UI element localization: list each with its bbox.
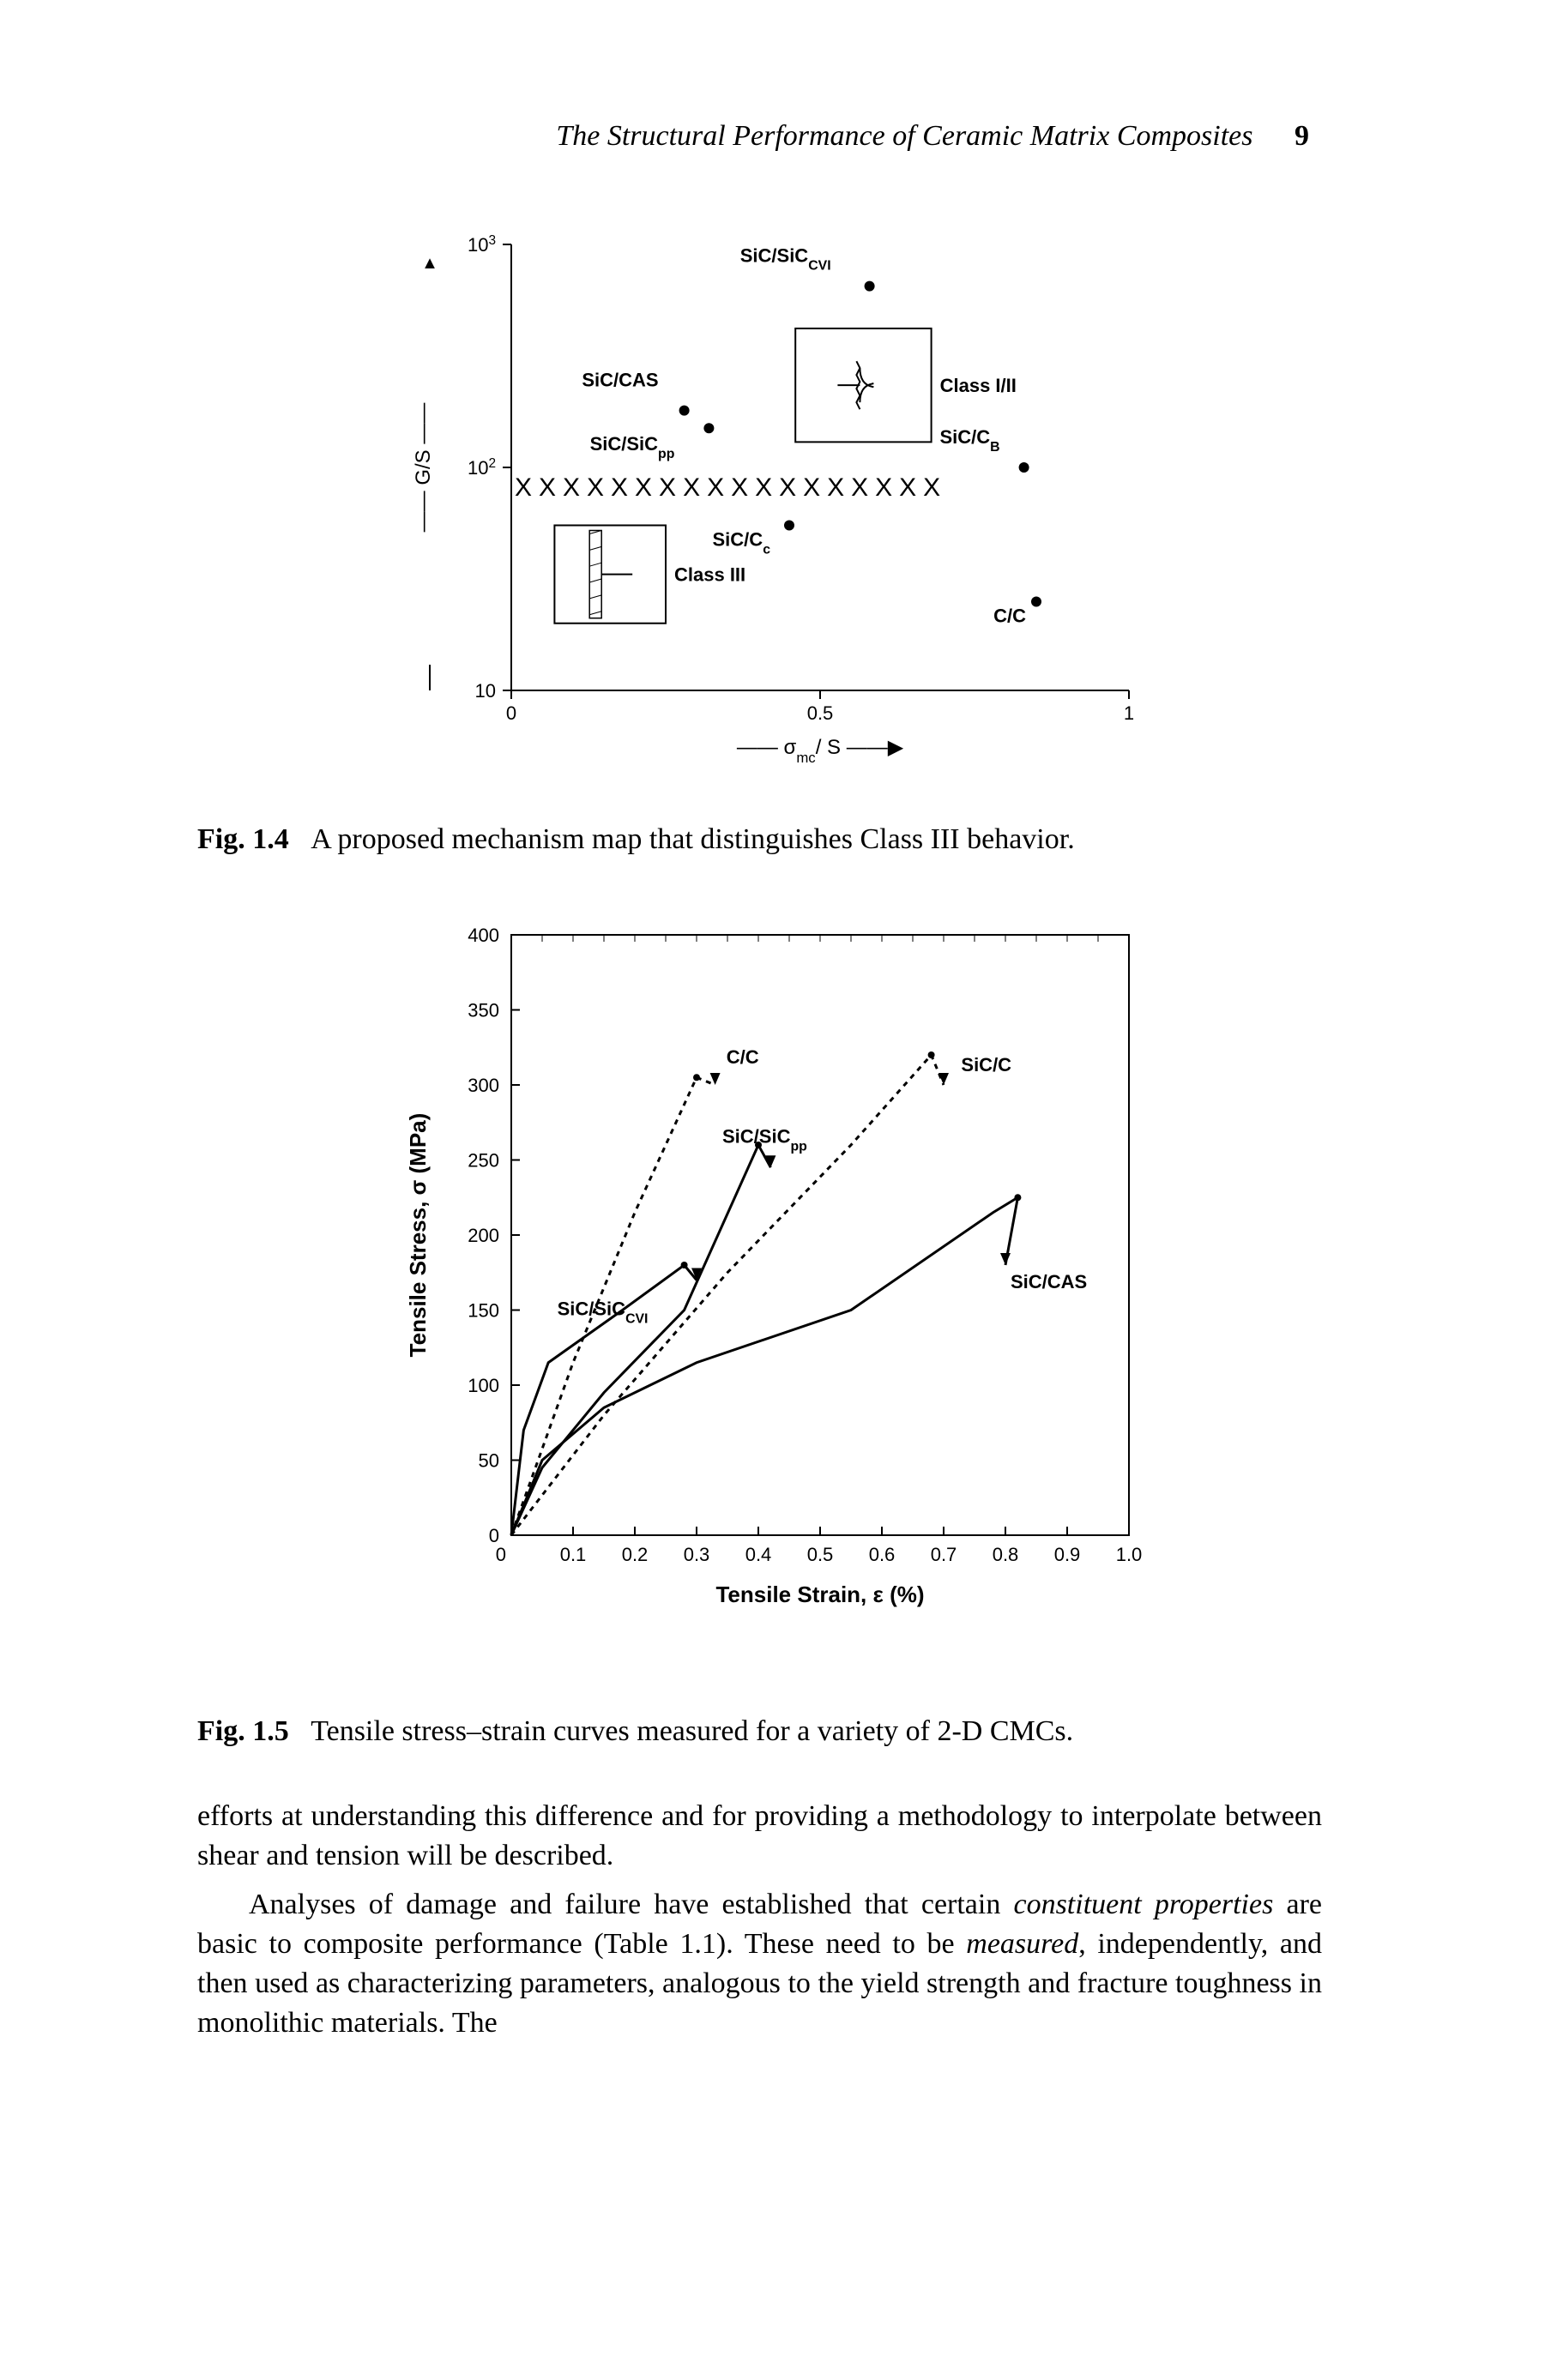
svg-text:Class III: Class III: [674, 564, 745, 586]
body-paragraph-1: efforts at understanding this difference…: [197, 1797, 1322, 1876]
svg-text:0.1: 0.1: [559, 1544, 586, 1565]
svg-text:SiC/SiCpp: SiC/SiCpp: [589, 433, 674, 461]
body-p2-em1: constituent properties: [1013, 1889, 1273, 1920]
svg-text:Class I/II: Class I/II: [939, 375, 1016, 396]
svg-text:0.3: 0.3: [683, 1544, 709, 1565]
svg-text:—— G/S ——: —— G/S ——: [412, 403, 435, 533]
svg-text:SiC/C: SiC/C: [961, 1054, 1011, 1076]
svg-text:10: 10: [474, 680, 495, 702]
body-p2-em2: measured: [966, 1928, 1078, 1960]
running-title: The Structural Performance of Ceramic Ma…: [556, 120, 1252, 152]
svg-text:C/C: C/C: [993, 606, 1026, 627]
svg-text:0.5: 0.5: [806, 1544, 833, 1565]
body-p1-text: efforts at understanding this difference…: [197, 1800, 1322, 1871]
svg-text:50: 50: [478, 1450, 498, 1472]
svg-text:SiC/Cc: SiC/Cc: [712, 529, 770, 557]
svg-text:SiC/CAS: SiC/CAS: [582, 370, 658, 391]
svg-text:103: 103: [467, 233, 495, 256]
figure-1-4-label: Fig. 1.4: [197, 823, 289, 855]
svg-text:Tensile Strain, ε (%): Tensile Strain, ε (%): [715, 1582, 924, 1607]
figure-1-5: 0 50 100 150 200 250 300 350 400 0.1 0.2 0.3 0.4 0.5 0…: [383, 918, 1163, 1647]
svg-text:200: 200: [468, 1225, 499, 1246]
svg-text:SiC/SiCCVI: SiC/SiCCVI: [739, 245, 830, 274]
body-paragraph-2: Analyses of damage and failure have esta…: [197, 1885, 1322, 2043]
svg-text:▲: ▲: [421, 254, 438, 273]
svg-text:102: 102: [467, 456, 495, 479]
svg-text:1.0: 1.0: [1115, 1544, 1142, 1565]
figure-1-4: 10 102 103 0 0.5 1 —— σmc/ S ——▶ —— G/S —— ▲ XXXX…: [391, 227, 1155, 776]
page-number: 9: [1295, 120, 1309, 152]
figure-1-4-caption-text: A proposed mechanism map that distinguis…: [311, 823, 1074, 855]
svg-text:C/C: C/C: [726, 1046, 758, 1068]
svg-text:350: 350: [468, 1000, 499, 1021]
svg-text:0: 0: [505, 702, 516, 724]
svg-text:1: 1: [1123, 702, 1133, 724]
svg-text:150: 150: [468, 1300, 499, 1322]
running-header: The Structural Performance of Ceramic Ma…: [556, 120, 1309, 153]
figure-1-5-label: Fig. 1.5: [197, 1715, 289, 1747]
svg-text:0.9: 0.9: [1053, 1544, 1080, 1565]
svg-text:0.7: 0.7: [930, 1544, 957, 1565]
svg-text:—— σmc/ S ——▶: —— σmc/ S ——▶: [736, 736, 903, 766]
svg-text:SiC/CB: SiC/CB: [939, 426, 999, 455]
svg-text:XXXXXXXXXXXXXXXXXX: XXXXXXXXXXXXXXXXXX: [515, 473, 947, 502]
figure-1-4-caption: Fig. 1.4 A proposed mechanism map that d…: [197, 823, 1075, 856]
figure-1-5-caption: Fig. 1.5 Tensile stress–strain curves me…: [197, 1715, 1073, 1748]
svg-text:0.2: 0.2: [621, 1544, 648, 1565]
svg-text:Tensile Stress, σ (MPa): Tensile Stress, σ (MPa): [405, 1113, 431, 1358]
svg-text:0.8: 0.8: [992, 1544, 1018, 1565]
svg-text:0.4: 0.4: [745, 1544, 771, 1565]
svg-text:0.6: 0.6: [868, 1544, 895, 1565]
svg-text:SiC/SiCpp: SiC/SiCpp: [722, 1126, 807, 1154]
figure-1-5-caption-text: Tensile stress–strain curves measured fo…: [311, 1715, 1073, 1747]
svg-text:SiC/CAS: SiC/CAS: [1011, 1271, 1087, 1292]
svg-text:300: 300: [468, 1075, 499, 1096]
svg-text:0.5: 0.5: [806, 702, 833, 724]
svg-text:250: 250: [468, 1150, 499, 1172]
svg-text:0: 0: [495, 1544, 505, 1565]
body-p2-a: Analyses of damage and failure have esta…: [249, 1889, 1013, 1920]
svg-text:100: 100: [468, 1375, 499, 1396]
svg-text:400: 400: [468, 925, 499, 946]
